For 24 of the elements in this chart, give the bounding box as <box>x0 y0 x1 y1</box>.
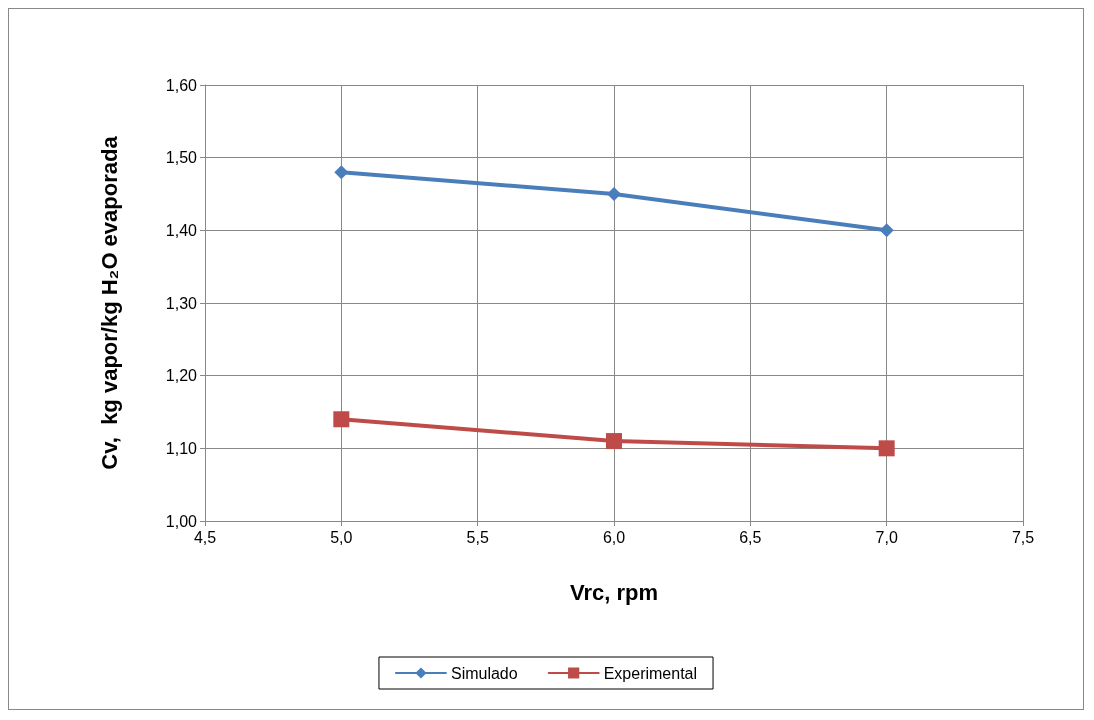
y-tick-label: 1,40 <box>165 221 198 239</box>
point <box>879 223 894 238</box>
legend-label: Experimental <box>603 664 698 682</box>
x-tick-label: 4,5 <box>193 528 217 546</box>
y-tick-label: 1,30 <box>165 294 198 312</box>
point <box>334 165 349 180</box>
x-tick-label: 7,5 <box>1011 528 1035 546</box>
y-tick-label: 1,20 <box>165 367 198 385</box>
x-tick-label: 6,0 <box>602 528 626 546</box>
x-tick-label: 5,0 <box>330 528 353 546</box>
y-tick-label: 1,10 <box>165 439 198 457</box>
legend-label: Simulado <box>450 664 518 682</box>
y-axis-title: Cv, kg vapor/kg H₂O evaporada <box>96 135 122 470</box>
x-tick-label: 6,5 <box>739 528 762 546</box>
y-tick-label: 1,00 <box>165 512 198 530</box>
x-tick-label: 7,0 <box>875 528 898 546</box>
point <box>878 440 895 457</box>
y-tick-label: 1,50 <box>165 149 198 167</box>
point <box>333 411 350 428</box>
y-tick-label: 1,60 <box>165 76 198 94</box>
x-axis-title: Vrc, rpm <box>569 579 659 605</box>
point <box>606 433 622 450</box>
x-tick-label: 5,5 <box>466 528 489 546</box>
point <box>607 187 621 201</box>
